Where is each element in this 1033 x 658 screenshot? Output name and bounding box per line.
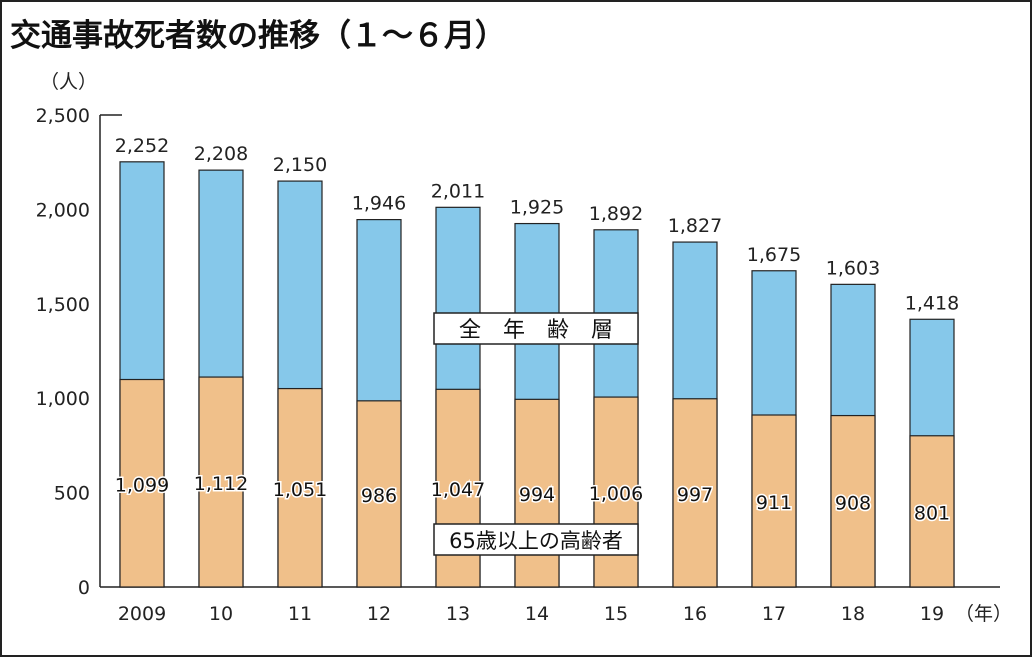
- bar-elderly: [830, 414, 876, 588]
- x-tick-label: 17: [762, 603, 786, 625]
- y-tick-label: 0: [78, 577, 90, 599]
- x-tick-label: 15: [604, 603, 628, 625]
- y-tick-label: 1,000: [36, 388, 90, 410]
- x-tick-label: 14: [525, 603, 549, 625]
- data-label-all-ages: 2,252: [115, 135, 169, 157]
- bar-elderly: [119, 378, 165, 588]
- x-tick-label: 11: [288, 603, 312, 625]
- data-label-all-ages: 1,418: [905, 292, 959, 314]
- data-label-all-ages: 1,892: [589, 203, 643, 225]
- y-tick-label: 1,500: [36, 294, 90, 316]
- data-label-elderly: 1,051: [273, 479, 327, 501]
- data-label-elderly: 801: [914, 502, 950, 524]
- bar-elderly: [909, 435, 955, 588]
- y-axis-unit: （人）: [40, 71, 97, 93]
- data-label-elderly: 994: [519, 484, 555, 506]
- legend-all-ages-label: 全 年 齢 層: [459, 318, 613, 343]
- chart-title: 交通事故死者数の推移（１～６月）: [10, 18, 506, 54]
- y-tick-label: 500: [54, 483, 90, 505]
- data-label-all-ages: 1,603: [826, 257, 880, 279]
- x-tick-label: 12: [367, 603, 391, 625]
- x-tick-label: 10: [209, 603, 233, 625]
- data-label-all-ages: 1,675: [747, 244, 801, 266]
- data-label-all-ages: 2,208: [194, 143, 248, 165]
- y-tick-label: 2,500: [36, 105, 90, 127]
- bar-elderly: [672, 398, 718, 588]
- data-label-elderly: 986: [361, 485, 397, 507]
- data-label-all-ages: 1,946: [352, 193, 406, 215]
- x-tick-label: 19: [920, 603, 944, 625]
- y-tick-label: 2,000: [36, 199, 90, 221]
- data-label-all-ages: 1,925: [510, 197, 564, 219]
- bar-elderly: [277, 387, 323, 588]
- data-label-elderly: 1,006: [589, 483, 643, 505]
- x-axis-unit: （年）: [955, 603, 1012, 625]
- bar-elderly: [356, 400, 402, 588]
- data-label-elderly: 997: [677, 484, 713, 506]
- data-label-all-ages: 2,011: [431, 180, 485, 202]
- bar-elderly: [751, 414, 797, 588]
- data-label-elderly: 911: [756, 492, 792, 514]
- data-label-elderly: 908: [835, 492, 871, 514]
- legend-elderly-label: 65歳以上の高齢者: [449, 529, 623, 553]
- data-label-elderly: 1,099: [115, 474, 169, 496]
- data-label-all-ages: 1,827: [668, 215, 722, 237]
- data-label-elderly: 1,112: [194, 473, 248, 495]
- data-label-all-ages: 2,150: [273, 154, 327, 176]
- bar-elderly: [198, 376, 244, 588]
- legend-all-ages: 全 年 齢 層: [433, 312, 639, 345]
- x-tick-label: 13: [446, 603, 470, 625]
- x-tick-label: 2009: [118, 603, 166, 625]
- legend-elderly: 65歳以上の高齢者: [433, 523, 639, 556]
- data-label-elderly: 1,047: [431, 479, 485, 501]
- x-tick-label: 18: [841, 603, 865, 625]
- x-tick-label: 16: [683, 603, 707, 625]
